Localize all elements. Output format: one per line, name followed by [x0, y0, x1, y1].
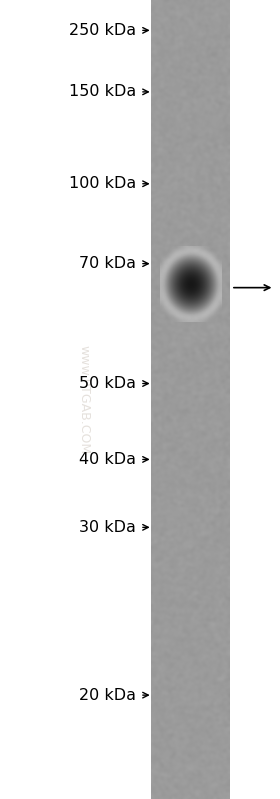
Text: 20 kDa: 20 kDa — [79, 688, 136, 702]
Text: 150 kDa: 150 kDa — [69, 85, 136, 99]
Text: 100 kDa: 100 kDa — [69, 177, 136, 191]
Text: www.PTGAB.COM: www.PTGAB.COM — [78, 345, 90, 454]
Text: 50 kDa: 50 kDa — [79, 376, 136, 391]
Text: 40 kDa: 40 kDa — [79, 452, 136, 467]
FancyBboxPatch shape — [151, 4, 230, 795]
Text: 70 kDa: 70 kDa — [79, 256, 136, 271]
Text: 30 kDa: 30 kDa — [79, 520, 136, 535]
Text: 250 kDa: 250 kDa — [69, 23, 136, 38]
